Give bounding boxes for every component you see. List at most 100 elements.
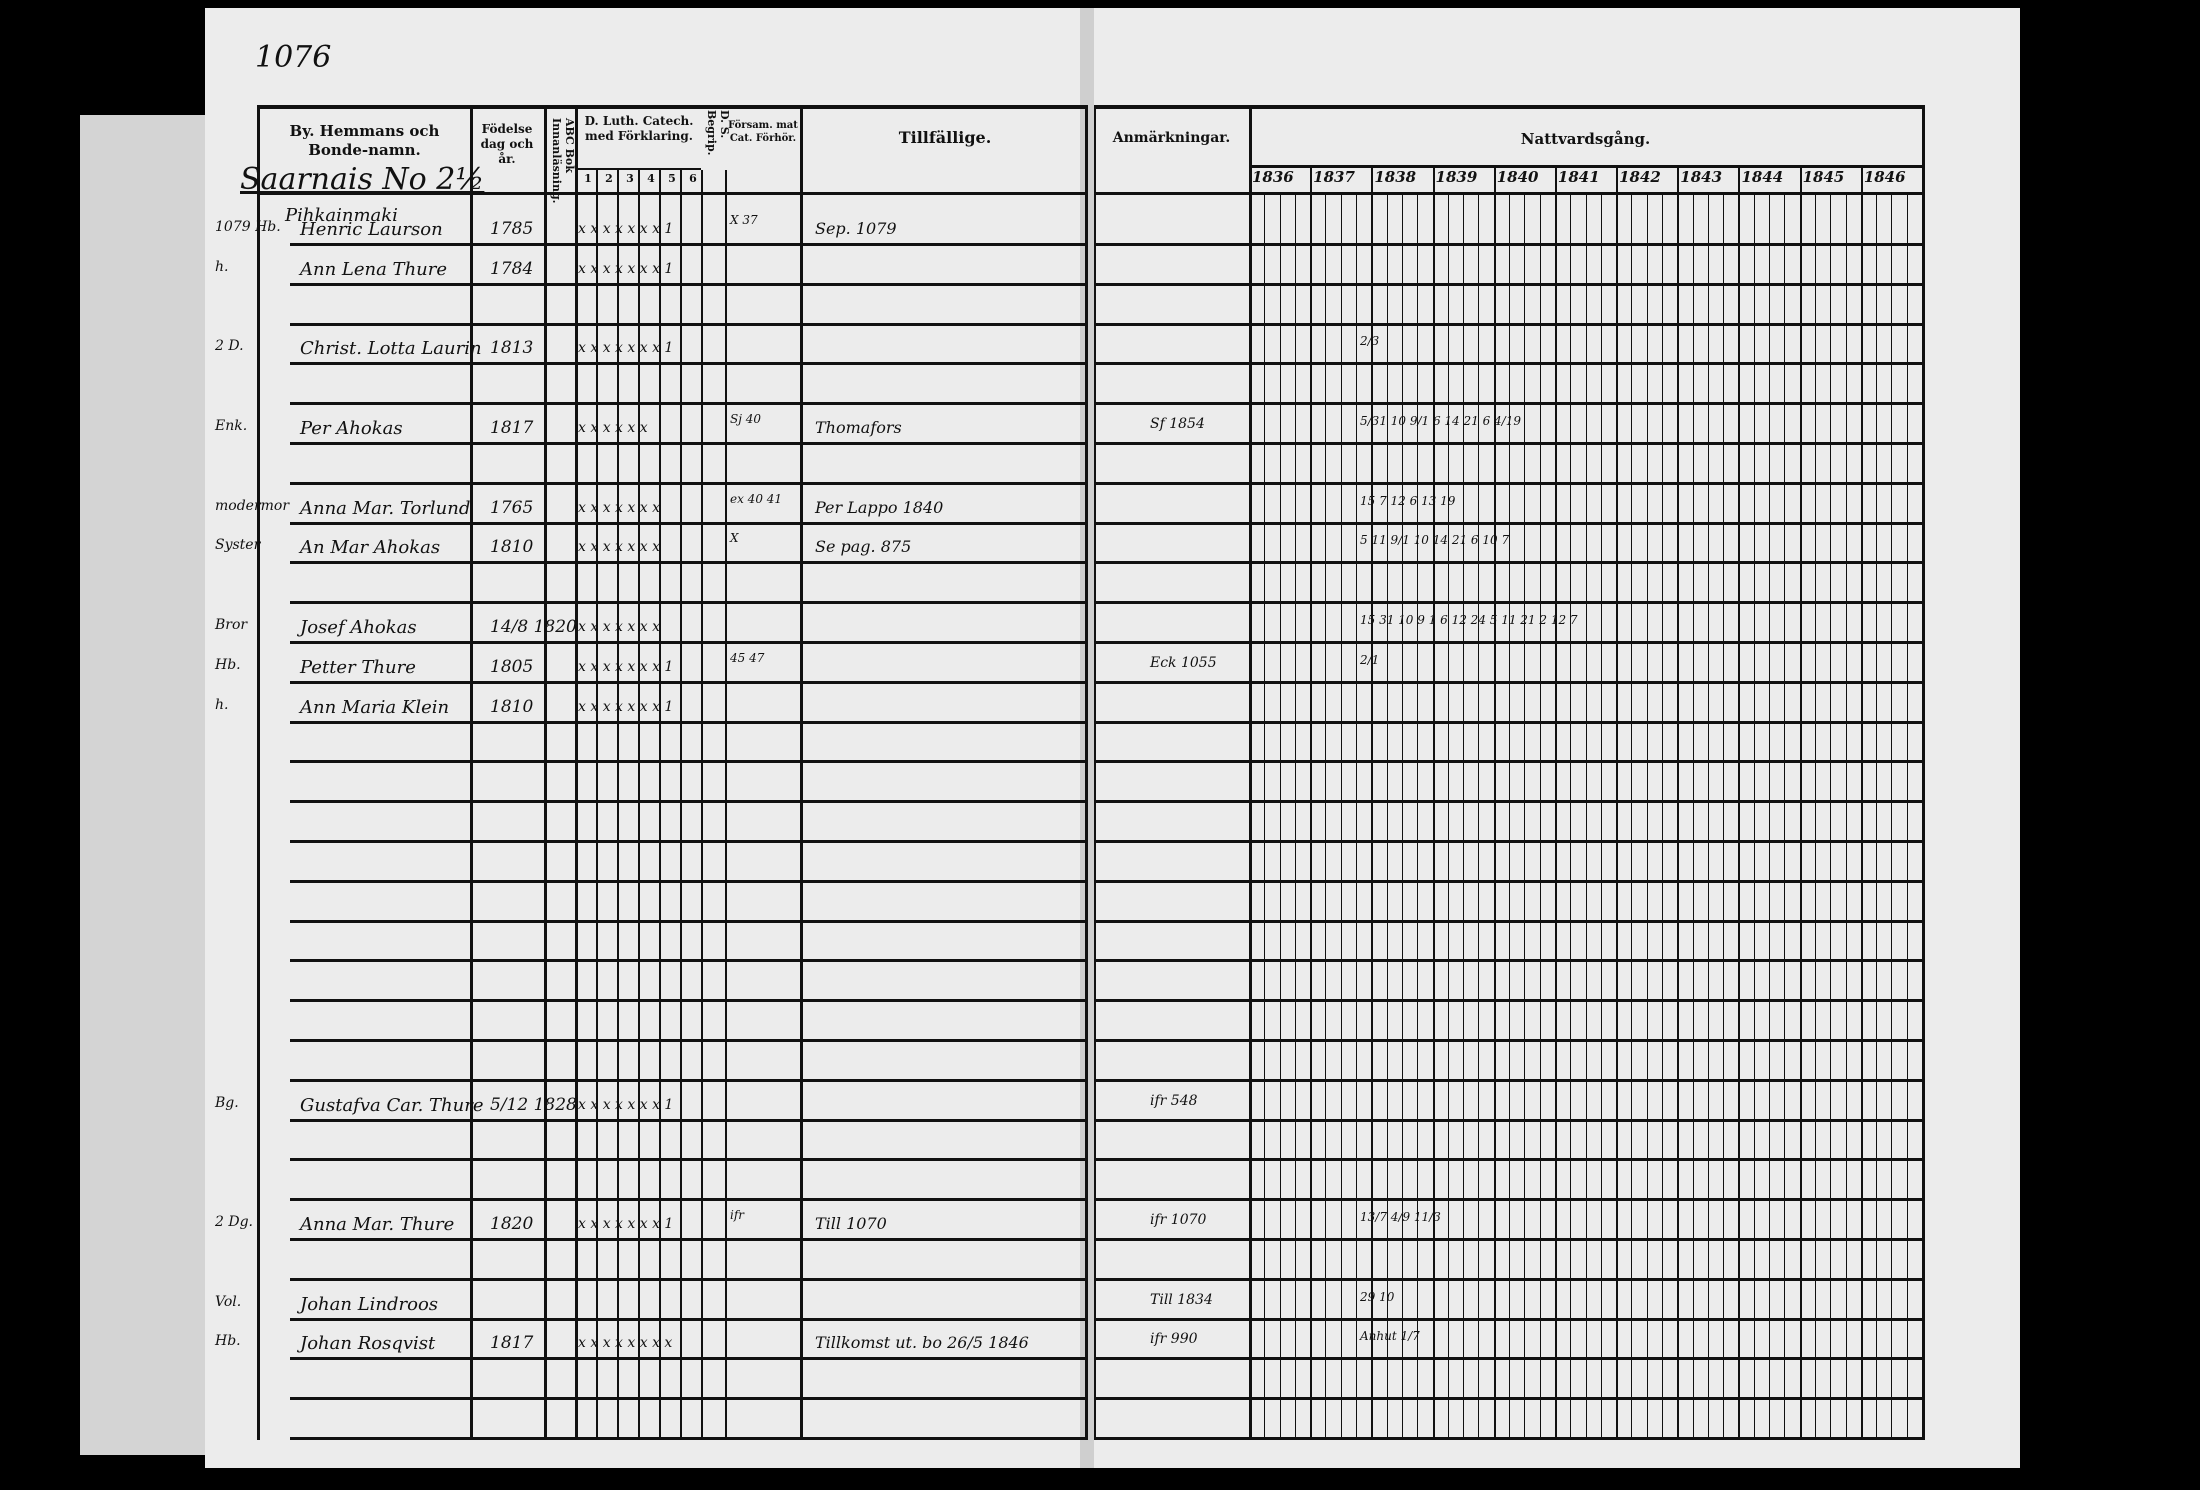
- tillfallige-note: Se pag. 875: [815, 537, 912, 556]
- subcolumn-rule: [1447, 195, 1449, 1440]
- year-label: 1844: [1741, 168, 1784, 186]
- subcolumn-rule: [1279, 195, 1281, 1440]
- row-rule: [1094, 561, 1922, 564]
- year-label: 1840: [1496, 168, 1539, 186]
- row-rule: [1094, 681, 1922, 684]
- year-label: 1839: [1435, 168, 1478, 186]
- row-rule: [290, 1119, 1087, 1122]
- row-rule: [1094, 920, 1922, 923]
- birth-year: 1813: [490, 338, 534, 358]
- year-label: 1836: [1252, 168, 1294, 186]
- row-rule: [290, 522, 1087, 525]
- header-catechism: D. Luth. Catech. med Förklaring.: [584, 114, 694, 143]
- row-rule: [290, 561, 1087, 564]
- row-rule: [1094, 1198, 1922, 1201]
- birth-year: 1785: [490, 219, 534, 239]
- birth-year: 1765: [490, 498, 534, 518]
- year-label: 1845: [1802, 168, 1845, 186]
- person-role: 2 D.: [215, 338, 244, 354]
- subcolumn-rule: [1585, 195, 1587, 1440]
- reading-marks: x x x x x x x 1: [578, 340, 674, 356]
- forsam-note: Sj 40: [730, 412, 762, 426]
- birth-year: 14/8 1820: [490, 617, 577, 637]
- column-rule: [659, 170, 661, 1440]
- row-rule: [1094, 999, 1922, 1002]
- header-ds: D. S. Begrip.: [705, 110, 731, 156]
- column-rule: [257, 105, 260, 1440]
- row-rule: [290, 681, 1087, 684]
- subcolumn-rule: [1814, 195, 1816, 1440]
- subcolumn-rule: [1906, 195, 1908, 1440]
- person-name: An Mar Ahokas: [300, 537, 441, 558]
- communion-dates: 2/1: [1360, 653, 1380, 667]
- year-column-rule: [1310, 165, 1313, 1440]
- forsam-note: ifr: [730, 1208, 745, 1222]
- row-rule: [1094, 442, 1922, 445]
- row-rule: [290, 959, 1087, 962]
- person-name: Christ. Lotta Laurin: [300, 338, 482, 359]
- person-role: Vol.: [215, 1294, 242, 1310]
- subcolumn-rule: [1417, 195, 1419, 1440]
- reading-marks: x x x x x x x: [578, 500, 660, 516]
- page-number: 1076: [255, 40, 332, 75]
- communion-dates: 5/31 10 9/1 6 14 21 6 4/19: [1360, 414, 1521, 428]
- communion-dates: 29 10: [1360, 1290, 1395, 1304]
- row-rule: [1094, 1119, 1922, 1122]
- row-rule: [1094, 1278, 1922, 1281]
- birth-year: 1810: [490, 537, 534, 557]
- birth-year: 1810: [490, 697, 534, 717]
- forsam-note: X 37: [730, 213, 758, 227]
- year-row-rule: [1249, 165, 1922, 168]
- row-rule: [1094, 880, 1922, 883]
- header-top-rule: [1094, 105, 1922, 109]
- row-rule: [290, 243, 1087, 246]
- year-column-rule: [1738, 165, 1741, 1440]
- subcolumn-rule: [1386, 195, 1388, 1440]
- tillfallige-note: Tillkomst ut. bo 26/5 1846: [815, 1333, 1029, 1352]
- year-column-rule: [1677, 165, 1680, 1440]
- subcolumn-rule: [1753, 195, 1755, 1440]
- year-label: 1846: [1863, 168, 1906, 186]
- row-rule: [290, 1278, 1087, 1281]
- row-rule: [1094, 800, 1922, 803]
- person-name: Anna Mar. Thure: [300, 1214, 455, 1235]
- row-rule: [1094, 641, 1922, 644]
- header-nattvardsgang: Nattvardsgång.: [1520, 130, 1651, 148]
- row-rule: [290, 1238, 1087, 1241]
- year-label: 1841: [1557, 168, 1600, 186]
- reading-marks: x x x x x x: [578, 420, 648, 436]
- column-rule: [596, 170, 598, 1440]
- column-rule: [544, 105, 547, 1440]
- subcolumn-rule: [1876, 195, 1878, 1440]
- catechism-column-number: 4: [647, 172, 655, 185]
- row-rule: [290, 442, 1087, 445]
- farm-name: Pihkainmaki: [285, 205, 398, 226]
- anmarkning-note: Till 1834: [1150, 1292, 1213, 1308]
- person-name: Ann Lena Thure: [300, 259, 448, 280]
- tillfallige-note: Sep. 1079: [815, 219, 897, 238]
- header-birth: Födelse dag och år.: [480, 122, 534, 166]
- column-rule: [617, 170, 619, 1440]
- year-label: 1838: [1374, 168, 1417, 186]
- catechism-column-number: 3: [626, 172, 634, 185]
- reading-marks: x x x x x x x 1: [578, 699, 674, 715]
- year-column-rule: [1616, 165, 1619, 1440]
- anmarkning-note: ifr 548: [1150, 1093, 1198, 1109]
- birth-year: 1817: [490, 1333, 534, 1353]
- person-name: Henric Laurson: [300, 219, 443, 240]
- subcolumn-rule: [1340, 195, 1342, 1440]
- person-role: Enk.: [215, 418, 248, 434]
- row-rule: [290, 1039, 1087, 1042]
- row-rule: [290, 760, 1087, 763]
- communion-dates: 15 7 12 6 13 19: [1360, 494, 1456, 508]
- column-rule: [725, 170, 727, 1440]
- anmarkning-note: Sf 1854: [1150, 416, 1205, 432]
- row-rule: [290, 1397, 1087, 1400]
- person-role: modermor: [215, 498, 290, 514]
- subcolumn-rule: [1264, 195, 1266, 1440]
- row-rule: [1094, 1357, 1922, 1360]
- row-rule: [290, 1198, 1087, 1201]
- birth-year: 5/12 1828: [490, 1095, 577, 1115]
- village-name: Saarnais No 2½: [240, 162, 485, 197]
- row-rule: [290, 1357, 1087, 1360]
